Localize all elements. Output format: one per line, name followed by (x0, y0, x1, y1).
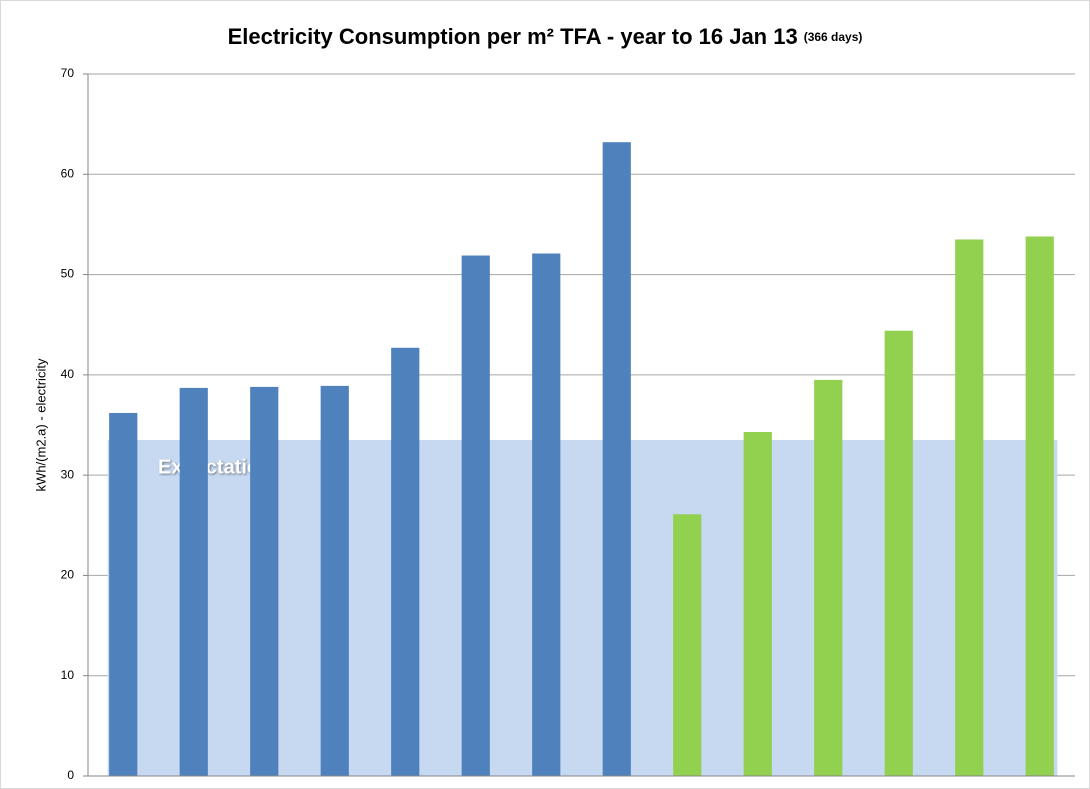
bar (391, 347, 420, 776)
y-tick-label: 0 (67, 768, 74, 782)
chart-title: Electricity Consumption per m² TFA - yea… (228, 24, 798, 49)
bar (955, 239, 984, 776)
bar (532, 253, 561, 777)
y-tick-label: 70 (61, 66, 75, 80)
y-axis-label: kWh/(m2.a) - electricity (33, 358, 48, 491)
bar (320, 385, 349, 776)
bar (461, 255, 490, 776)
bar (1025, 236, 1054, 776)
bar (814, 379, 843, 776)
y-tick-label: 60 (61, 166, 75, 180)
chart-title-group: Electricity Consumption per m² TFA - yea… (228, 24, 863, 49)
bar (179, 387, 208, 776)
y-tick-label: 20 (61, 568, 75, 582)
bar (743, 432, 772, 776)
bar (109, 412, 138, 776)
y-tick-label: 30 (61, 467, 75, 481)
bar (602, 142, 631, 777)
y-tick-label: 50 (61, 267, 75, 281)
chart-subtitle: (366 days) (804, 30, 863, 44)
bar (884, 330, 913, 776)
bar (250, 386, 279, 776)
bar (673, 514, 702, 776)
y-tick-label: 10 (61, 668, 75, 682)
y-tick-label: 40 (61, 367, 75, 381)
